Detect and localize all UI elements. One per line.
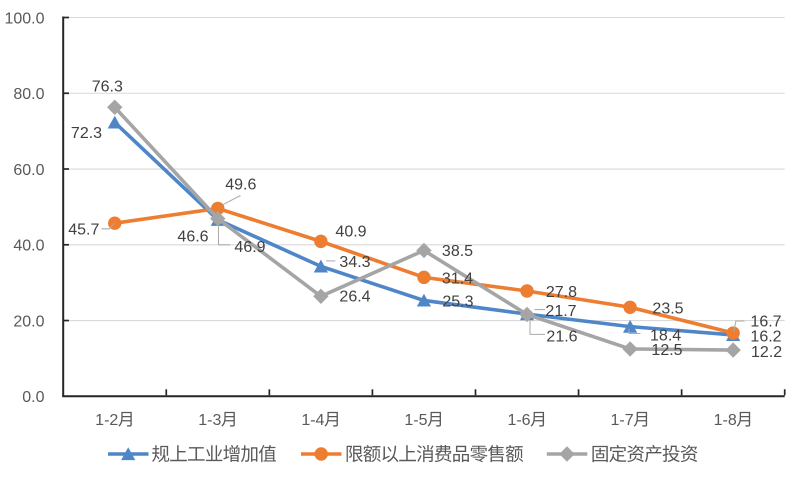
svg-text:60.0: 60.0: [13, 162, 44, 179]
svg-text:20.0: 20.0: [13, 313, 44, 330]
svg-text:40.9: 40.9: [335, 223, 366, 240]
svg-text:1-3: 1-3: [198, 412, 221, 429]
svg-text:46.6: 46.6: [177, 228, 208, 245]
svg-text:12.5: 12.5: [651, 342, 682, 359]
svg-text:80.0: 80.0: [13, 86, 44, 103]
svg-text:16.2: 16.2: [750, 328, 781, 345]
svg-text:45.7: 45.7: [68, 222, 99, 239]
svg-text:76.3: 76.3: [92, 79, 123, 96]
svg-text:100.0: 100.0: [4, 10, 44, 27]
svg-text:23.5: 23.5: [652, 300, 683, 317]
svg-text:40.0: 40.0: [13, 238, 44, 255]
svg-text:27.8: 27.8: [546, 284, 577, 301]
svg-text:1-5: 1-5: [404, 412, 427, 429]
svg-text:25.3: 25.3: [442, 294, 473, 311]
svg-text:38.5: 38.5: [442, 243, 473, 260]
svg-text:72.3: 72.3: [71, 125, 102, 142]
svg-text:1-2: 1-2: [95, 412, 118, 429]
svg-text:1-4: 1-4: [301, 412, 324, 429]
svg-text:1-8: 1-8: [714, 412, 737, 429]
svg-text:1-6: 1-6: [507, 412, 530, 429]
svg-text:16.7: 16.7: [750, 314, 781, 331]
svg-text:26.4: 26.4: [339, 288, 370, 305]
svg-text:0.0: 0.0: [22, 389, 44, 406]
svg-text:12.2: 12.2: [751, 344, 782, 361]
svg-text:21.7: 21.7: [545, 303, 576, 320]
svg-text:18.4: 18.4: [650, 327, 681, 344]
svg-text:46.9: 46.9: [234, 239, 265, 256]
svg-text:1-7: 1-7: [611, 412, 634, 429]
svg-text:21.6: 21.6: [546, 329, 577, 346]
svg-text:31.4: 31.4: [442, 270, 473, 287]
svg-text:49.6: 49.6: [225, 177, 256, 194]
svg-text:34.3: 34.3: [339, 254, 370, 271]
